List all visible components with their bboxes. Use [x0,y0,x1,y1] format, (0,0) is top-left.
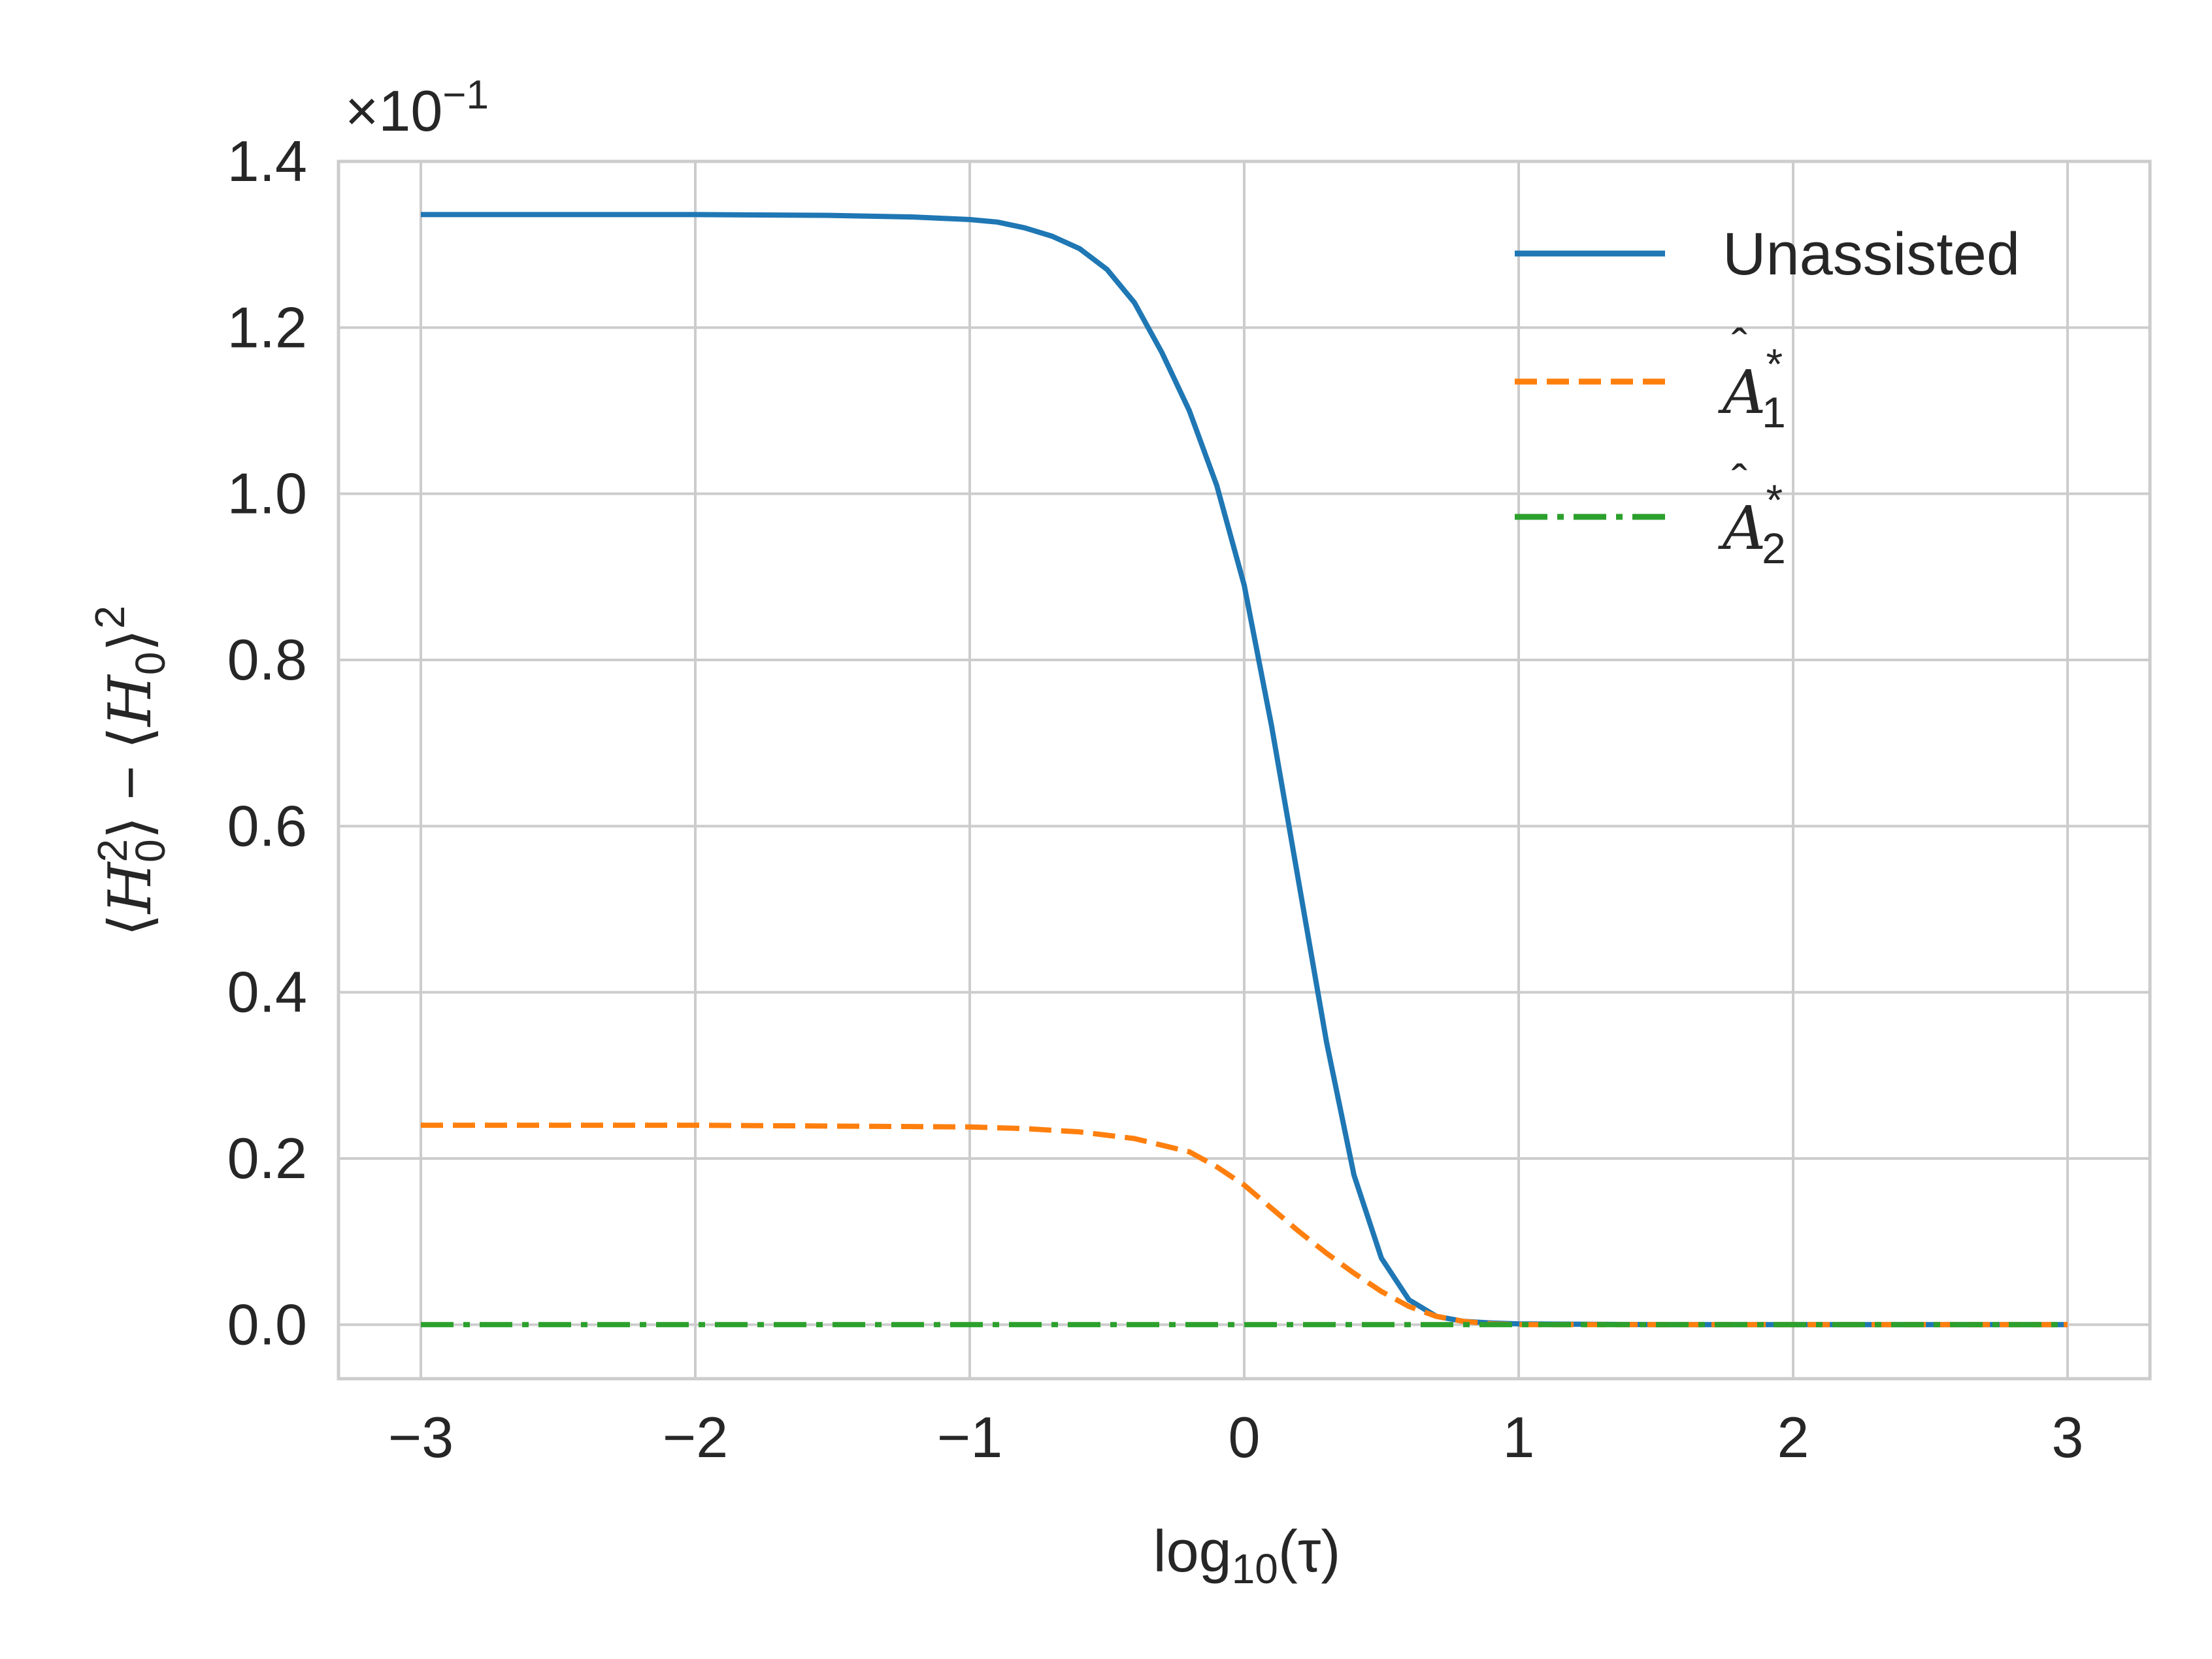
x-tick-label: 0 [1229,1405,1261,1470]
x-label-sub: 10 [1232,1545,1278,1592]
legend-label-a2: ˆ A* 2 [1717,456,1786,572]
y-tick-label: 0.4 [227,960,307,1025]
x-axis-label: log10(τ) [1153,1519,1341,1592]
y-tick-label: 0.8 [227,627,307,692]
offset-exponent: −1 [442,73,489,118]
x-tick-label: 2 [1777,1405,1809,1470]
series-layer [421,212,2068,1328]
y-label-sup: 2 [89,839,136,862]
y-label-sym2: H [96,674,165,728]
y-label-open: ⟨ [98,913,163,936]
legend-label-unassisted: Unassisted [1723,221,2020,287]
x-tick-label: −2 [663,1405,728,1470]
legend-a2-sup: * [1766,476,1783,524]
legend-a1-sup: * [1766,340,1783,388]
y-tick-labels: 0.0 0.2 0.4 0.6 0.8 1.0 1.2 1.4 [227,129,307,1356]
legend-a1-sub: 1 [1762,388,1786,436]
legend-a1-hat: ˆ [1732,320,1747,372]
legend-a2-hat: ˆ [1732,456,1747,508]
y-tick-label: 0.2 [227,1126,307,1191]
offset-base: ×10 [345,78,442,143]
x-tick-label: −1 [937,1405,1002,1470]
y-tick-label: 0.6 [227,793,307,858]
legend-a2-sub: 2 [1762,524,1786,572]
x-tick-label: 1 [1503,1405,1535,1470]
y-label-sub: 0 [127,839,174,862]
y-tick-label: 1.2 [227,295,307,359]
legend: Unassisted ˆ A* 1 ˆ A* 2 [1515,221,2020,572]
legend-a2-sym: A [1717,493,1766,563]
y-label-mid: ⟩ − ⟨ [98,727,163,840]
x-label-arg: (τ) [1278,1519,1341,1585]
y-tick-label: 1.0 [227,461,307,526]
y-tick-label: 1.4 [227,129,307,193]
y-axis-label: ⟨H20⟩ − ⟨H0⟩2 [86,606,174,936]
legend-a1-sym: A [1717,357,1766,427]
x-tick-labels: −3 −2 −1 0 1 2 3 [388,1405,2084,1470]
plot-frame [337,159,2152,1381]
series-line-1 [421,1123,2068,1328]
x-tick-label: 3 [2052,1405,2084,1470]
legend-label-a1: ˆ A* 1 [1717,320,1786,436]
x-tick-label: −3 [388,1405,454,1470]
y-label-close: ⟩ [98,629,163,651]
y-offset-text: ×10−1 [345,73,489,143]
x-label-base: log [1153,1519,1232,1585]
y-tick-label: 0.0 [227,1292,307,1356]
y-label-sup2: 2 [86,606,133,629]
y-label-sym: H [96,861,165,915]
y-label-sub2: 0 [127,652,174,676]
